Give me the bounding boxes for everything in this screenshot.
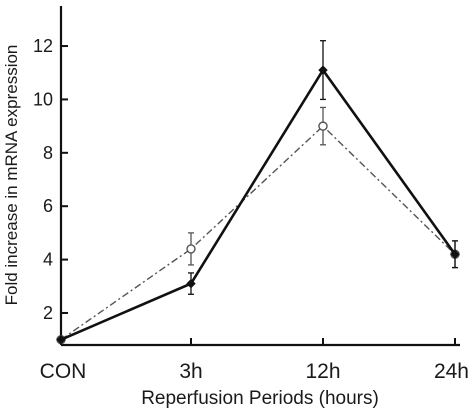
- x-tick-label: 12h: [305, 360, 340, 383]
- y-tick-label: 6: [43, 196, 53, 216]
- data-point: [450, 249, 460, 259]
- y-tick-label: 8: [43, 143, 53, 163]
- x-axis-ticks: CON 3h 12h 24h: [40, 338, 469, 383]
- y-axis-title: Fold increase in mRNA expression: [2, 45, 21, 306]
- data-point: [186, 244, 196, 254]
- data-point: [318, 65, 328, 75]
- data-point: [56, 334, 66, 345]
- y-axis-ticks: 2 4 6 8 10 12: [33, 36, 68, 323]
- data-point: [186, 278, 196, 289]
- series-1: [56, 40, 460, 345]
- x-tick-label: 24h: [434, 360, 469, 383]
- y-tick-label: 12: [33, 36, 53, 56]
- x-tick-label: 3h: [179, 360, 202, 383]
- series-2: [56, 106, 460, 345]
- series-line: [60, 67, 457, 341]
- series-layer: [56, 40, 460, 345]
- y-tick-label: 4: [43, 250, 53, 270]
- y-tick-label: 10: [33, 89, 53, 109]
- y-tick-label: 2: [43, 303, 53, 323]
- data-point: [318, 121, 328, 131]
- series-line: [60, 125, 456, 341]
- x-axis-title: Reperfusion Periods (hours): [141, 388, 379, 409]
- x-tick-label: CON: [40, 360, 87, 383]
